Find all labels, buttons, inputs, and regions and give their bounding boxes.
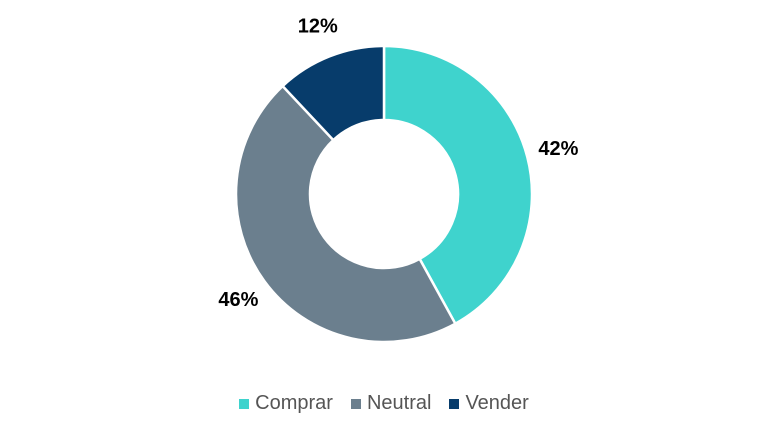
legend-label-vender: Vender <box>465 392 529 414</box>
slice-neutral <box>234 84 457 344</box>
legend-swatch-neutral <box>350 398 361 409</box>
legend: Comprar Neutral Vender <box>0 392 768 415</box>
legend-item-comprar: Comprar <box>239 392 333 415</box>
legend-item-neutral: Neutral <box>350 392 432 415</box>
legend-label-comprar: Comprar <box>255 392 333 414</box>
slice-comprar <box>382 44 534 326</box>
data-label-comprar: 42% <box>538 138 578 160</box>
donut-slices <box>234 44 534 344</box>
legend-label-neutral: Neutral <box>366 392 432 414</box>
data-labels: 42% 46% 12% <box>218 16 578 311</box>
legend-item-vender: Vender <box>449 392 529 415</box>
slice-vender <box>280 44 386 142</box>
data-label-neutral: 46% <box>218 289 258 311</box>
legend-swatch-vender <box>449 398 460 409</box>
data-label-vender: 12% <box>298 16 338 38</box>
legend-swatch-comprar <box>239 398 250 409</box>
